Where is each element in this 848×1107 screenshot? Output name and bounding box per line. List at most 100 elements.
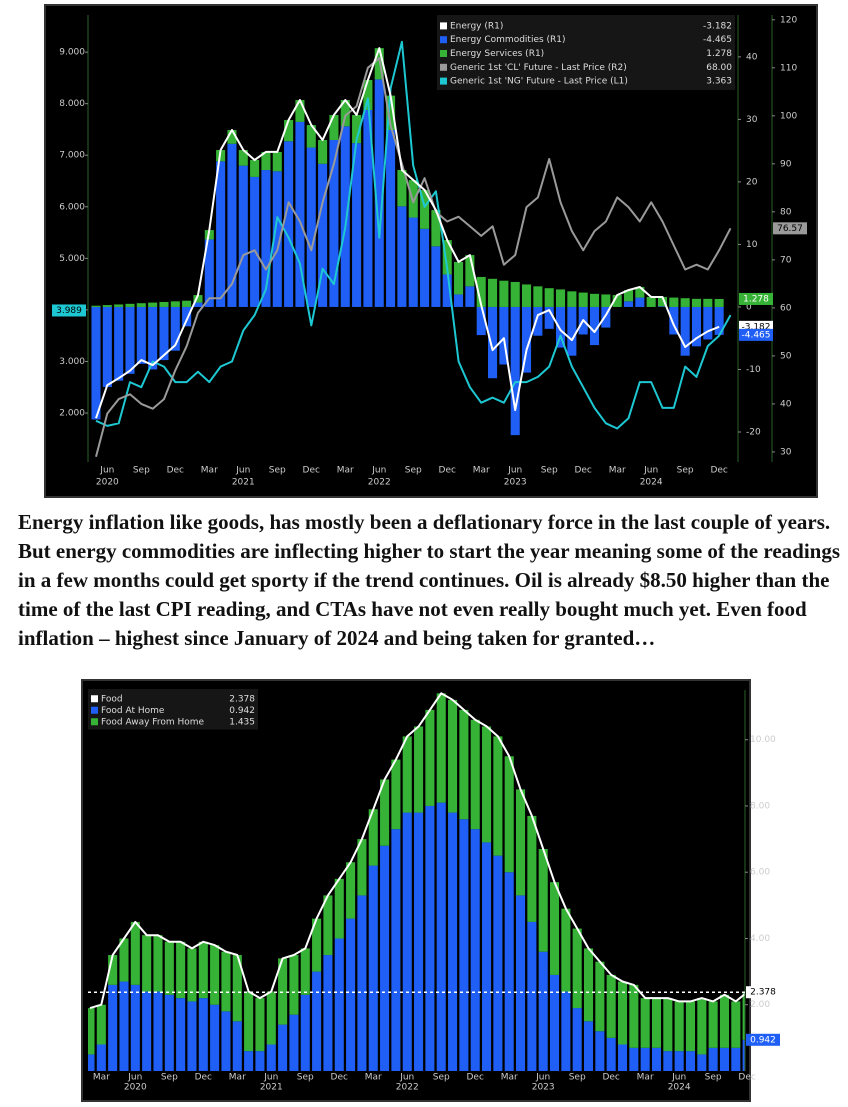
- plot: [88, 692, 745, 1071]
- bar: [533, 306, 543, 336]
- x-tick-label: Sep: [677, 466, 694, 476]
- bar: [510, 306, 520, 436]
- x-tick-label: Mar: [201, 466, 218, 476]
- x-tick-label: Sep: [541, 466, 558, 476]
- x-tick-label: Mar: [337, 466, 354, 476]
- x-tick-label: Mar: [93, 1073, 110, 1083]
- bar: [380, 845, 390, 1071]
- bar: [408, 180, 418, 218]
- value-tag: [739, 328, 773, 341]
- x-tick-label: Jun: [235, 466, 250, 476]
- bar: [454, 294, 464, 307]
- bar: [250, 176, 260, 307]
- bar: [119, 938, 129, 982]
- bar: [329, 140, 339, 307]
- bar: [708, 1047, 718, 1071]
- bar: [691, 306, 702, 347]
- bar: [549, 974, 560, 1071]
- bar: [499, 306, 509, 365]
- bar: [697, 998, 707, 1055]
- bar: [182, 306, 192, 327]
- x-tick-label: Mar: [365, 1073, 382, 1083]
- bar: [583, 1021, 594, 1071]
- bar: [88, 1008, 95, 1055]
- y-tick-label: 2.00: [750, 1000, 770, 1010]
- value-tag-label: -3.182: [741, 322, 770, 332]
- bar: [414, 726, 424, 813]
- year-label: 2022: [368, 478, 391, 488]
- legend-value: -3.182: [703, 21, 732, 31]
- bar: [674, 1051, 684, 1071]
- bar: [198, 941, 208, 999]
- bar: [96, 1044, 106, 1071]
- bar: [476, 306, 486, 336]
- bar: [238, 150, 248, 166]
- value-tag: [746, 986, 780, 999]
- bar: [465, 255, 475, 287]
- bar: [352, 115, 362, 144]
- bar: [255, 1051, 265, 1071]
- bar: [153, 935, 163, 992]
- value-tag: [773, 222, 807, 235]
- bar: [703, 306, 713, 340]
- bar: [657, 296, 668, 307]
- bar: [397, 206, 407, 307]
- bar: [663, 998, 673, 1052]
- bar: [250, 160, 260, 177]
- y-tick-label: -10: [746, 365, 761, 375]
- bar: [266, 1044, 276, 1071]
- bar: [300, 948, 310, 995]
- legend-label: Energy Commodities (R1): [450, 35, 566, 45]
- y-tick-label: 100: [780, 111, 797, 121]
- bar: [402, 812, 412, 1071]
- bar: [278, 1024, 288, 1071]
- y-tick-label: 40: [780, 399, 792, 409]
- x-tick-label: Dec: [602, 1073, 619, 1083]
- bar: [114, 304, 124, 307]
- legend-swatch: [440, 50, 447, 57]
- x-tick-label: Sep: [705, 1073, 722, 1083]
- bar: [289, 1014, 299, 1071]
- y-tick-label: 3.000: [59, 357, 85, 367]
- plot: [91, 40, 732, 457]
- bar: [227, 143, 237, 307]
- y-tick-label: 110: [780, 63, 797, 73]
- bar: [629, 984, 639, 1048]
- y-tick-label: 80: [780, 207, 792, 217]
- bar: [538, 951, 548, 1071]
- bar: [714, 298, 724, 307]
- bar: [329, 115, 339, 141]
- bar: [380, 779, 390, 846]
- bar: [669, 297, 679, 307]
- bar: [193, 302, 203, 307]
- legend-value: 1.278: [706, 49, 732, 59]
- bar: [238, 165, 248, 307]
- bar: [589, 306, 600, 346]
- bar: [125, 303, 135, 307]
- bar: [680, 306, 690, 356]
- y-tick-label: 0: [746, 302, 752, 312]
- bar: [595, 961, 605, 1032]
- bar: [657, 306, 668, 307]
- bar: [504, 872, 514, 1071]
- year-label: 2021: [260, 1083, 283, 1093]
- legend-value: -4.465: [703, 35, 732, 45]
- bar: [266, 991, 276, 1045]
- bar: [261, 151, 271, 171]
- bar: [555, 289, 566, 307]
- x-tick-label: Dec: [331, 1073, 348, 1083]
- y-tick-label: 50: [780, 351, 792, 361]
- bar: [244, 991, 254, 1052]
- bar: [289, 955, 299, 1015]
- bar: [108, 984, 118, 1071]
- year-label: 2023: [504, 478, 527, 488]
- bar: [595, 1031, 605, 1071]
- bar: [522, 284, 532, 307]
- bar: [159, 306, 169, 361]
- legend-swatch: [440, 77, 447, 85]
- bar: [136, 306, 146, 364]
- bar: [295, 100, 305, 122]
- bar: [391, 829, 401, 1071]
- bar: [448, 812, 458, 1071]
- x-tick-label: Jun: [127, 1073, 142, 1083]
